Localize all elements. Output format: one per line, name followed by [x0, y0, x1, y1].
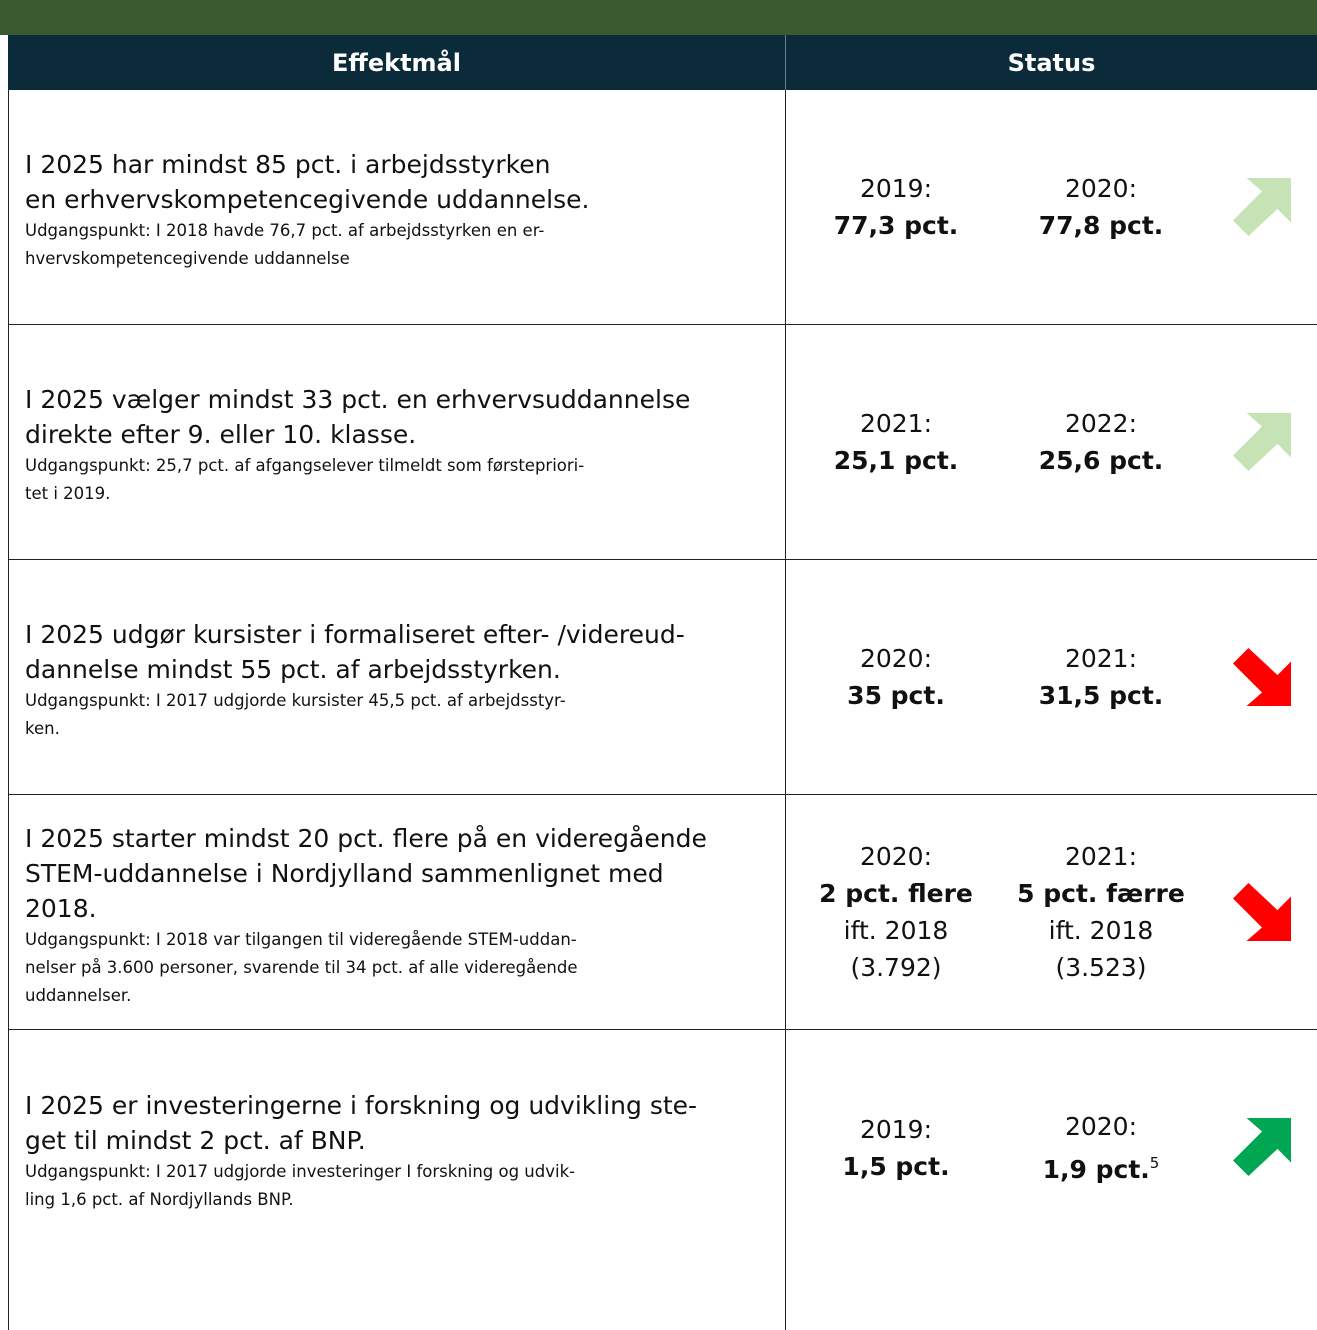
table-row: I 2025 har mindst 85 pct. i arbejdsstyrk… — [8, 90, 1317, 325]
status-column: 2019: 77,3 pct. — [786, 90, 1006, 324]
baseline-text: Udgangspunkt: 25,7 pct. af afgangselever… — [25, 456, 585, 475]
status-year: 2019: — [859, 174, 933, 203]
status-value: 1,9 pct.5 — [1043, 1145, 1160, 1188]
status-cell: 2019: 77,3 pct. 2020: 77,8 pct. — [786, 90, 1317, 324]
goal-text: I 2025 har mindst 85 pct. i arbejdsstyrk… — [25, 150, 551, 179]
trend-arrow — [1233, 178, 1291, 236]
baseline-text: Udgangspunkt: I 2017 udgjorde kursister … — [25, 691, 566, 710]
baseline-text: ken. — [25, 719, 60, 738]
status-column: 2019: 1,5 pct. — [786, 1030, 1006, 1265]
arrow-shape — [1233, 413, 1291, 471]
status-detail: ift. 2018 — [1048, 916, 1154, 945]
table: Effektmål Status I 2025 har mindst 85 pc… — [8, 35, 1317, 1330]
baseline-text: uddannelser. — [25, 985, 132, 1005]
trend-arrow — [1233, 413, 1291, 471]
goal-cell: I 2025 udgør kursister i formaliseret ef… — [9, 560, 786, 794]
status-value-text: 25,1 pct. — [833, 446, 959, 475]
table-row: I 2025 er investeringerne i forskning og… — [8, 1030, 1317, 1330]
status-value-text: 35 pct. — [847, 681, 945, 710]
baseline-text: hvervskompetencegivende uddannelse — [25, 249, 350, 268]
status-value: 25,1 pct. — [834, 442, 959, 479]
baseline-text: nelser på 3.600 personer, svarende til 3… — [25, 957, 578, 977]
status-value-text: 77,8 pct. — [1038, 211, 1164, 240]
baseline-text: Udgangspunkt: I 2018 var tilgangen til v… — [25, 929, 577, 949]
baseline-text: tet i 2019. — [25, 484, 111, 503]
status-cell: 2020: 2 pct. flere ift. 2018 (3.792) 2021: 5 … — [786, 795, 1317, 1029]
status-value-text: 25,6 pct. — [1038, 446, 1164, 475]
status-value: 1,5 pct. — [842, 1148, 949, 1185]
goal-text: dannelse mindst 55 pct. af arbejdsstyrke… — [25, 655, 561, 684]
status-value: 2 pct. flere — [819, 875, 973, 912]
top-bar — [0, 0, 1317, 35]
goal-cell: I 2025 er investeringerne i forskning og… — [9, 1030, 786, 1330]
goal-cell: I 2025 starter mindst 20 pct. flere på e… — [9, 795, 786, 1029]
status-detail: (3.792) — [850, 953, 942, 982]
table-row: I 2025 starter mindst 20 pct. flere på e… — [8, 795, 1317, 1030]
status-value: 5 pct. færre — [1017, 875, 1185, 912]
header-cell: Effektmål — [8, 35, 786, 90]
status-detail: ift. 2018 — [843, 916, 949, 945]
goal-text: 2018. — [25, 893, 97, 923]
goal-text: direkte efter 9. eller 10. klasse. — [25, 420, 417, 449]
arrow-shape — [1233, 178, 1291, 236]
status-cell: 2021: 25,1 pct. 2022: 25,6 pct. — [786, 325, 1317, 559]
status-year: 2020: — [859, 644, 933, 673]
status-year: 2021: — [1064, 644, 1138, 673]
status-column: 2020: 77,8 pct. — [991, 90, 1211, 324]
goal-cell: I 2025 har mindst 85 pct. i arbejdsstyrk… — [9, 90, 786, 324]
goal-text: STEM-uddannelse i Nordjylland sammenlign… — [25, 858, 664, 888]
status-column: 2022: 25,6 pct. — [991, 325, 1211, 559]
status-cell: 2019: 1,5 pct. 2020: 1,9 pct.5 — [786, 1030, 1317, 1265]
status-value: 77,8 pct. — [1039, 207, 1164, 244]
status-year: 2022: — [1064, 409, 1138, 438]
goal-text: get til mindst 2 pct. af BNP. — [25, 1125, 366, 1155]
status-detail: (3.523) — [1055, 953, 1147, 982]
goal-cell: I 2025 vælger mindst 33 pct. en erhvervs… — [9, 325, 786, 559]
status-value: 25,6 pct. — [1039, 442, 1164, 479]
arrow-shape — [1233, 648, 1291, 706]
status-year: 2021: — [859, 409, 933, 438]
baseline-text: Udgangspunkt: I 2018 havde 76,7 pct. af … — [25, 221, 545, 240]
status-value-text: 1,5 pct. — [842, 1151, 950, 1181]
status-column: 2021: 31,5 pct. — [991, 560, 1211, 794]
status-column: 2020: 35 pct. — [786, 560, 1006, 794]
status-value-text: 2 pct. flere — [819, 879, 973, 908]
status-year: 2020: — [1064, 174, 1138, 203]
goal-text: I 2025 vælger mindst 33 pct. en erhvervs… — [25, 385, 691, 414]
goal-text: I 2025 starter mindst 20 pct. flere på e… — [25, 823, 707, 853]
arrow-shape — [1233, 1118, 1291, 1176]
status-column: 2020: 2 pct. flere ift. 2018 (3.792) — [786, 795, 1006, 1029]
trend-arrow — [1233, 883, 1291, 941]
header-cell: Status — [1007, 48, 1096, 77]
status-value-text: 1,9 pct. — [1042, 1154, 1150, 1184]
goal-text: I 2025 er investeringerne i forskning og… — [25, 1090, 698, 1120]
trend-arrow — [1233, 1118, 1291, 1176]
status-column: 2021: 5 pct. færre ift. 2018 (3.523) — [991, 795, 1211, 1029]
status-value-text: 31,5 pct. — [1038, 681, 1164, 710]
arrow-shape — [1233, 883, 1291, 941]
status-cell: 2020: 35 pct. 2021: 31,5 pct. — [786, 560, 1317, 794]
goal-text: en erhvervskompetencegivende uddannelse. — [25, 185, 590, 214]
goal-text: I 2025 udgør kursister i formaliseret ef… — [25, 620, 685, 649]
footnote-mark: 5 — [1149, 1153, 1160, 1172]
status-value-text: 5 pct. færre — [1017, 879, 1185, 908]
baseline-text: Udgangspunkt: I 2017 udgjorde investerin… — [25, 1161, 576, 1181]
status-value: 31,5 pct. — [1039, 677, 1164, 714]
table-row: I 2025 vælger mindst 33 pct. en erhvervs… — [8, 325, 1317, 560]
baseline-text: ling 1,6 pct. af Nordjyllands BNP. — [25, 1189, 294, 1209]
status-year: 2020: — [859, 842, 933, 871]
status-year: 2020: — [1064, 1111, 1138, 1141]
table-row: I 2025 udgør kursister i formaliseret ef… — [8, 560, 1317, 795]
status-value: 77,3 pct. — [834, 207, 959, 244]
status-column: 2020: 1,9 pct.5 — [991, 1030, 1211, 1265]
header-row: Effektmål Status — [8, 35, 1317, 90]
status-year: 2021: — [1064, 842, 1138, 871]
status-value-text: 77,3 pct. — [833, 211, 959, 240]
status-year: 2019: — [859, 1114, 933, 1144]
status-value: 35 pct. — [847, 677, 945, 714]
trend-arrow — [1233, 648, 1291, 706]
status-column: 2021: 25,1 pct. — [786, 325, 1006, 559]
